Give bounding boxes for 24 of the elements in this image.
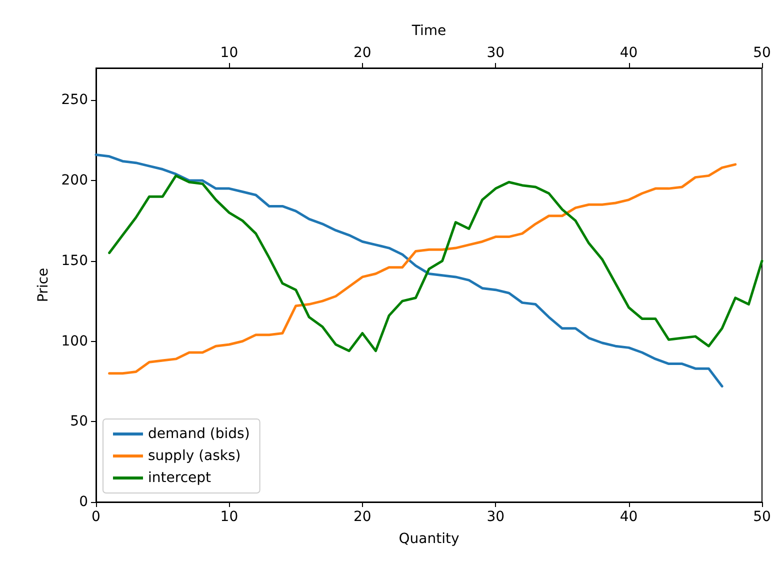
y-tick-label: 150 [61,252,88,269]
y-tick-label: 250 [61,92,88,108]
x2-tick-label: 10 [220,45,238,61]
x-axis-title: Quantity [398,531,460,547]
x2-tick-label: 50 [753,45,771,61]
y-tick-label: 100 [61,333,88,350]
x2-axis-title: Time [410,23,446,39]
x2-tick-label: 40 [620,45,638,61]
x2-tick-label: 20 [353,45,372,61]
y-tick-label: 50 [70,414,88,430]
x-tick-label: 40 [620,509,638,525]
x2-tick-label: 30 [486,45,505,61]
y-axis-title: Price [35,268,52,302]
legend-label: intercept [148,470,212,486]
x-tick-label: 50 [753,509,771,525]
y-tick-label: 0 [79,494,88,510]
legend-label: demand (bids) [148,426,250,442]
x-tick-label: 20 [353,509,372,525]
legend-label: supply (asks) [148,448,241,464]
x-tick-label: 0 [92,509,100,525]
y-tick-label: 200 [61,172,88,189]
line-series [108,174,764,352]
x-tick-label: 10 [220,509,238,525]
x-tick-label: 30 [486,509,505,525]
